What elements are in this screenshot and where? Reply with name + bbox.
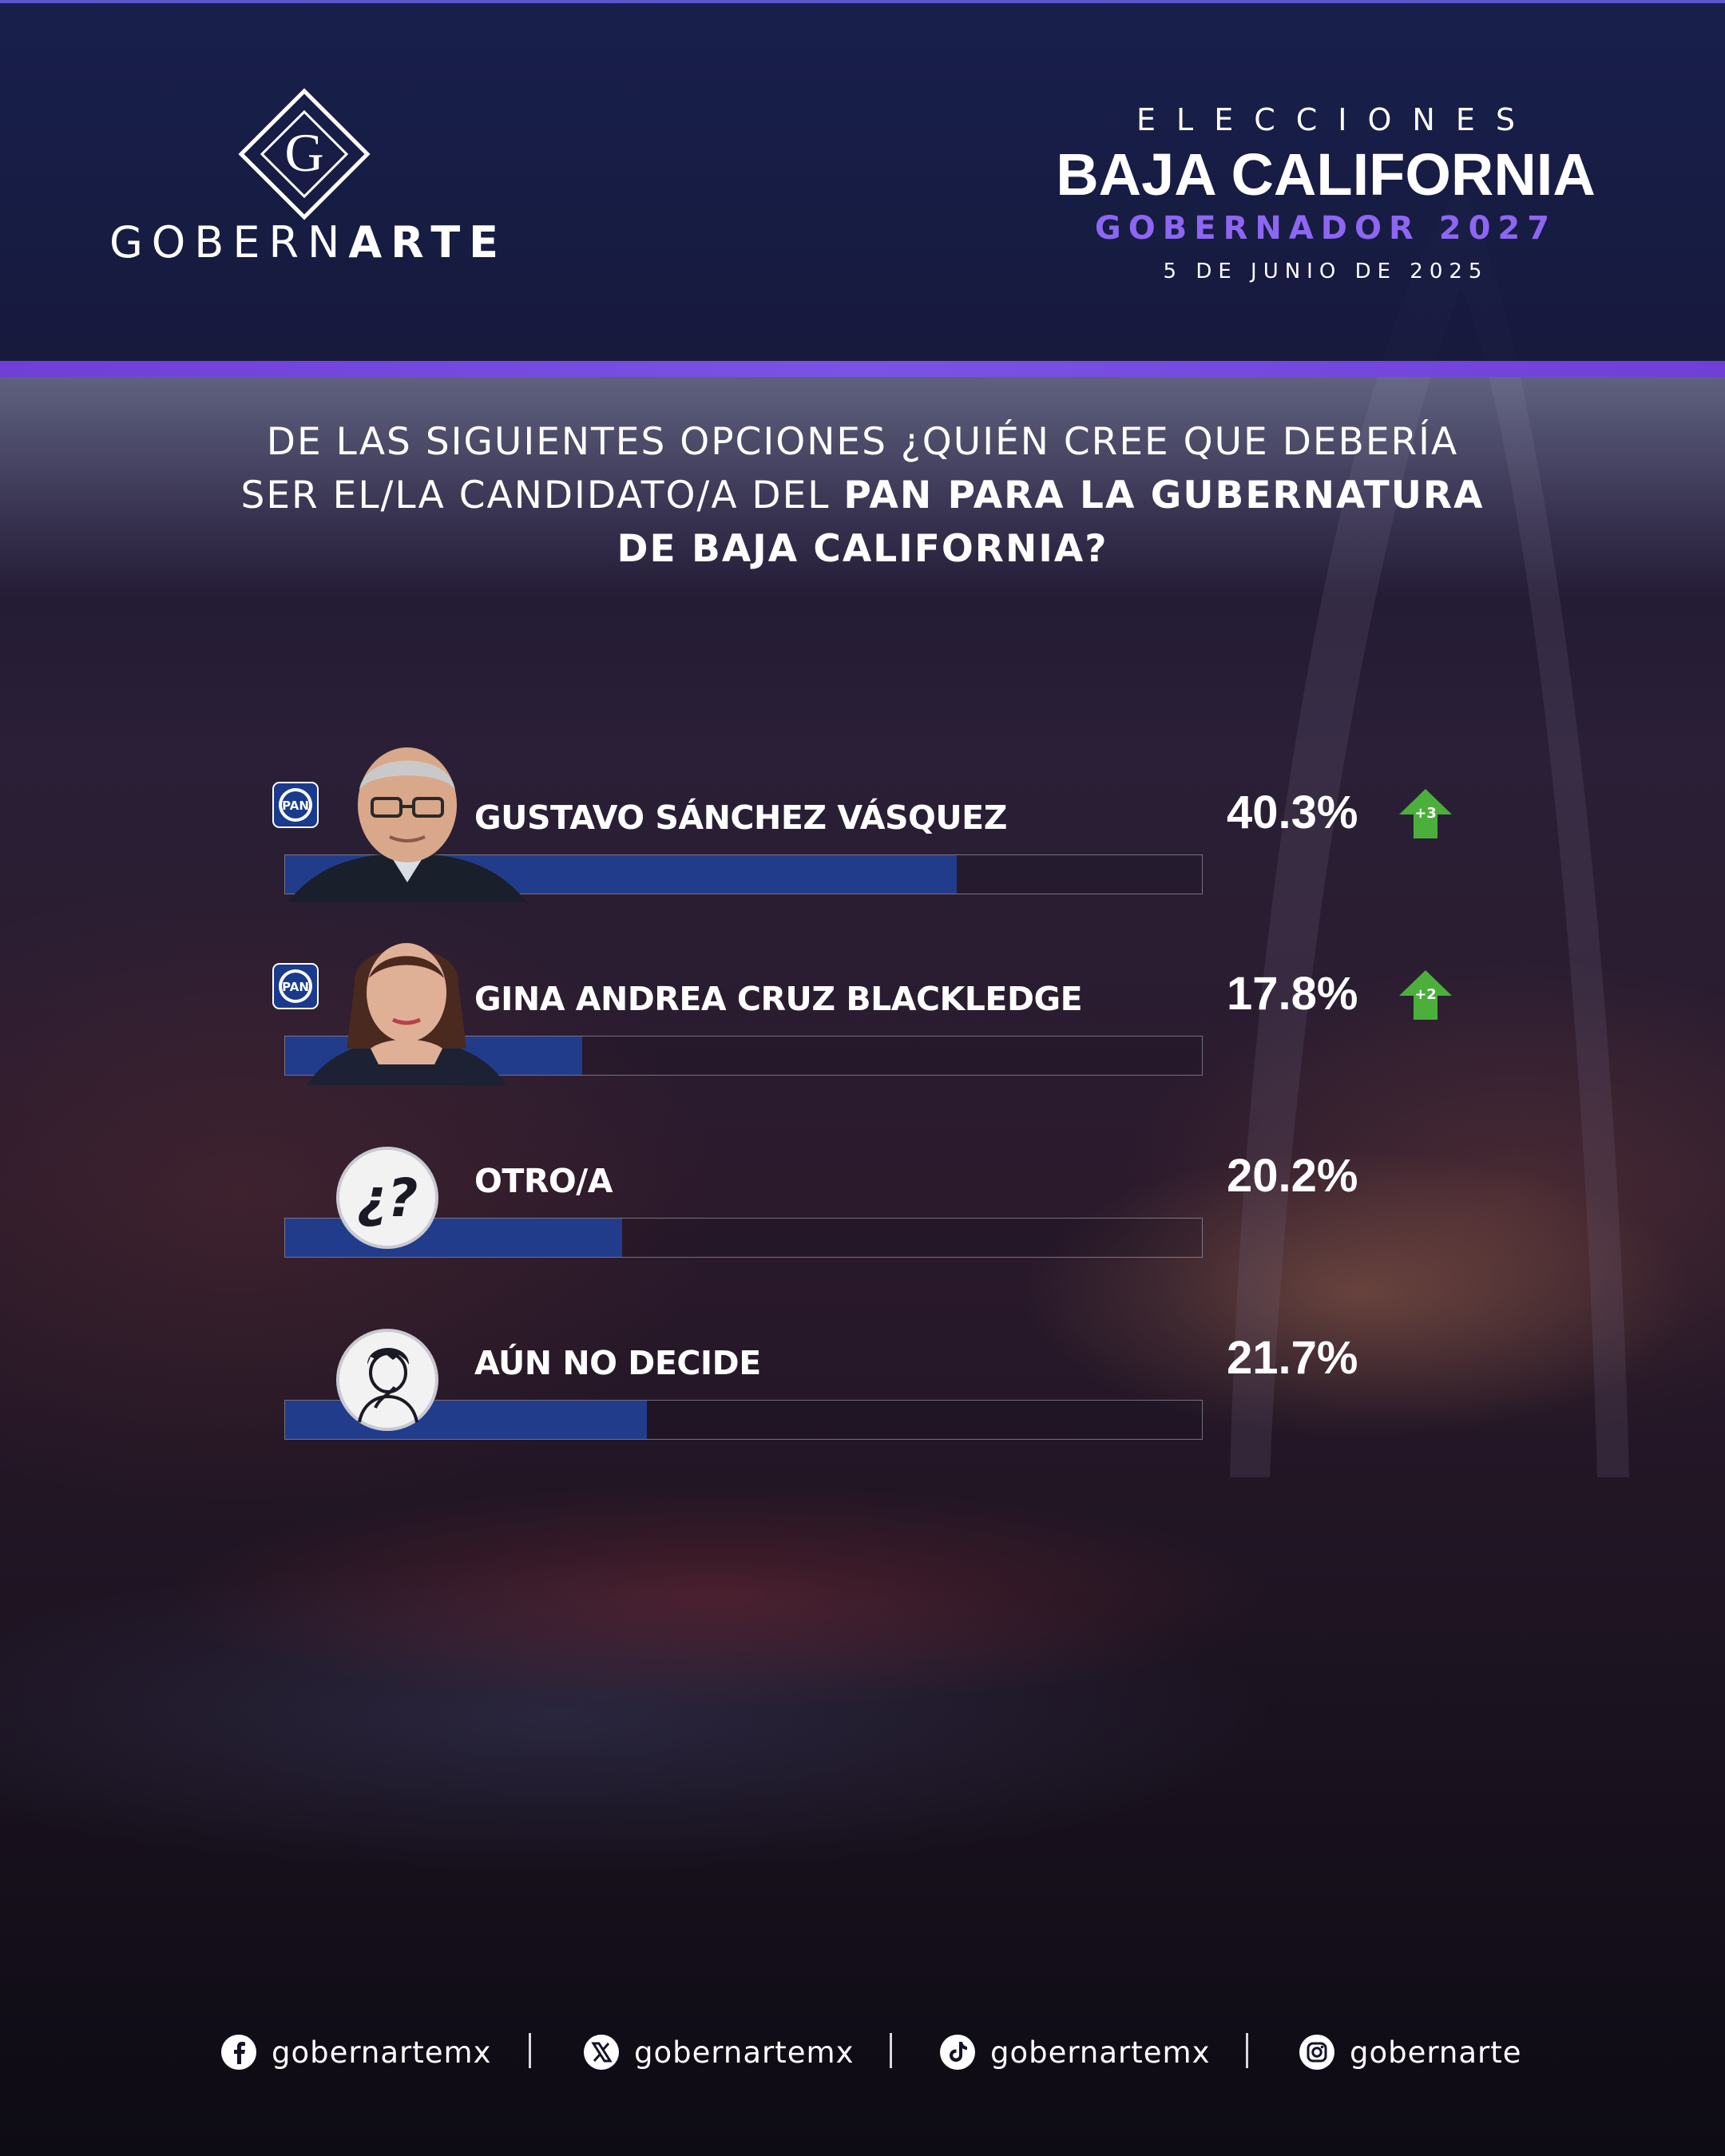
bar-row-0: PAN GUSTAVO SÁNCHEZ VÁSQUEZ 40.3% +3 bbox=[0, 735, 1725, 918]
header-state: BAJA CALIFORNIA bbox=[1056, 141, 1596, 208]
social-footer: gobernartemx gobernartemx gobernartemx g… bbox=[0, 2028, 1725, 2076]
value-label-3: 21.7% bbox=[1227, 1332, 1358, 1384]
x-icon bbox=[584, 2035, 619, 2070]
top-accent-line bbox=[0, 0, 1725, 3]
change-label-1: +2 bbox=[1414, 986, 1437, 1003]
pan-party-icon: PAN bbox=[272, 782, 319, 828]
question-text: DE LAS SIGUIENTES OPCIONES ¿QUIÉN CREE Q… bbox=[240, 415, 1485, 576]
party-badge-text: PAN bbox=[282, 980, 309, 994]
bar-row-1: PAN GINA ANDREA CRUZ BLACKLEDGE 17.8% +2 bbox=[0, 916, 1725, 1100]
facebook-handle: gobernartemx bbox=[272, 2035, 492, 2070]
question-band bbox=[0, 377, 1725, 600]
bar-label-0: GUSTAVO SÁNCHEZ VÁSQUEZ bbox=[474, 799, 1007, 837]
header-date: 5 DE JUNIO DE 2025 bbox=[1163, 260, 1489, 283]
x-handle: gobernartemx bbox=[634, 2035, 855, 2070]
instagram-icon bbox=[1299, 2035, 1334, 2070]
separator bbox=[529, 2033, 531, 2068]
gobernarte-logo-icon: G bbox=[238, 88, 371, 220]
x-link[interactable]: gobernartemx bbox=[583, 2028, 854, 2076]
tiktok-icon bbox=[940, 2035, 975, 2070]
question-part2: PAN PARA LA GUBERNATURA DE BAJA CALIFORN… bbox=[617, 474, 1485, 571]
bar-row-2: ¿? OTRO/A 20.2% bbox=[0, 1098, 1725, 1282]
instagram-handle: gobernarte bbox=[1350, 2035, 1522, 2070]
brand-wordmark: GOBERNARTE bbox=[109, 217, 508, 268]
tiktok-link[interactable]: gobernartemx bbox=[939, 2028, 1210, 2076]
up-arrow-icon: +3 bbox=[1398, 787, 1453, 840]
candidate-photo-gustavo bbox=[288, 747, 527, 902]
pan-party-icon: PAN bbox=[272, 963, 319, 1009]
svg-text:¿?: ¿? bbox=[357, 1167, 418, 1229]
undecided-person-icon bbox=[336, 1329, 438, 1431]
bar-label-1: GINA ANDREA CRUZ BLACKLEDGE bbox=[474, 980, 1083, 1018]
header-office: GOBERNADOR 2027 bbox=[1094, 210, 1557, 247]
brand-post: ARTE bbox=[348, 217, 508, 268]
facebook-link[interactable]: gobernartemx bbox=[220, 2028, 491, 2076]
value-label-2: 20.2% bbox=[1227, 1150, 1358, 1202]
tiktok-handle: gobernartemx bbox=[990, 2035, 1211, 2070]
value-label-1: 17.8% bbox=[1227, 968, 1358, 1020]
instagram-link[interactable]: gobernarte bbox=[1299, 2028, 1522, 2076]
bar-label-2: OTRO/A bbox=[474, 1162, 613, 1200]
candidate-photo-gina bbox=[307, 943, 506, 1085]
up-arrow-icon: +2 bbox=[1398, 969, 1453, 1021]
brand-pre: GOBERN bbox=[109, 217, 349, 268]
value-label-0: 40.3% bbox=[1227, 787, 1358, 838]
question-mark-icon: ¿? bbox=[336, 1147, 438, 1249]
facebook-icon bbox=[221, 2035, 256, 2070]
bar-row-3: AÚN NO DECIDE 21.7% bbox=[0, 1280, 1725, 1464]
bar-track bbox=[284, 1218, 1203, 1258]
separator bbox=[1246, 2033, 1248, 2068]
bar-fill-2 bbox=[285, 1219, 622, 1257]
separator bbox=[890, 2033, 892, 2068]
party-badge-text: PAN bbox=[282, 799, 309, 813]
change-label-0: +3 bbox=[1414, 805, 1437, 822]
purple-divider bbox=[0, 361, 1725, 377]
bar-track bbox=[284, 1400, 1203, 1440]
logo-letter: G bbox=[284, 122, 323, 183]
question-part1: DE LAS SIGUIENTES OPCIONES ¿QUIÉN CREE Q… bbox=[240, 420, 1459, 517]
header-kicker: ELECCIONES bbox=[1136, 102, 1536, 137]
header-titles: ELECCIONES BAJA CALIFORNIA GOBERNADOR 20… bbox=[1030, 102, 1621, 283]
bar-label-3: AÚN NO DECIDE bbox=[474, 1344, 761, 1382]
